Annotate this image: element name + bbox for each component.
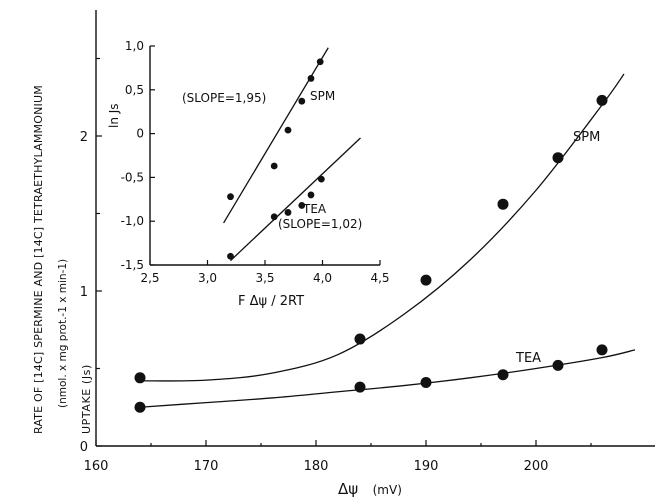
inset-x-tick-label: 3,5 <box>255 271 274 285</box>
inset-data-point-spm <box>298 97 306 105</box>
inset-series-label-spm: SPM <box>310 89 335 103</box>
inset-x-tick-label: 4,5 <box>370 271 389 285</box>
inset-data-point-spm <box>284 126 292 134</box>
data-point-spm <box>420 274 432 286</box>
inset-y-tick-label: 1,0 <box>125 39 144 53</box>
main-axes: 160 170 180 190 200 0 1 2 <box>80 10 655 474</box>
inset-y-tick-label: 0,5 <box>125 83 144 97</box>
data-point-tea <box>552 359 564 371</box>
main-curves <box>139 73 636 408</box>
fit-curve-spm <box>139 73 625 382</box>
data-point-tea <box>420 376 432 388</box>
inset-y-tick-label: -1,5 <box>121 258 144 272</box>
inset-annotation-tea: (SLOPE=1,02) <box>278 217 362 231</box>
inset-data-point-spm <box>307 75 315 82</box>
inset-x-tick-label: 4,0 <box>313 271 332 285</box>
x-tick-label: 180 <box>304 459 329 474</box>
data-point-tea <box>596 344 608 356</box>
inset-data-point-tea <box>227 252 234 260</box>
x-axis-unit: (mV) <box>373 483 402 497</box>
inset-data-point-tea <box>270 213 278 221</box>
y-tick-label: 1 <box>80 285 88 300</box>
inset-data-point-spm <box>270 162 278 170</box>
data-point-spm <box>552 152 564 164</box>
y-tick-label: 0 <box>80 440 88 455</box>
inset-y-axis-label: ln Js <box>107 103 121 128</box>
inset-y-tick-label: -1,0 <box>121 214 144 228</box>
inset-y-tick-label: 0 <box>136 127 144 141</box>
inset-data-point-spm <box>316 58 324 66</box>
x-axis-symbol: Δψ <box>338 480 358 498</box>
inset-data-point-spm <box>227 193 234 201</box>
y-axis-label-line2: (nmol. x mg prot.-1 x min-1) <box>57 259 69 408</box>
series-label-spm: SPM <box>573 130 600 145</box>
inset-annotation-spm: (SLOPE=1,95) <box>182 91 266 105</box>
data-point-tea <box>134 401 146 413</box>
series-label-tea: TEA <box>515 351 541 366</box>
inset-data-point-tea <box>298 202 306 209</box>
y-axis-label-line3: UPTAKE (Js) <box>80 364 93 434</box>
x-tick-label: 160 <box>84 459 109 474</box>
inset-data-point-tea <box>307 191 315 199</box>
main-points <box>134 94 608 413</box>
x-tick-label: 190 <box>414 459 439 474</box>
data-point-tea <box>354 381 366 393</box>
x-tick-label: 200 <box>524 459 549 474</box>
inset-points <box>227 58 325 260</box>
data-point-spm <box>596 94 608 106</box>
y-tick-label: 2 <box>80 130 88 145</box>
inset-fit-line-tea <box>230 137 361 262</box>
inset-y-tick-label: -0,5 <box>121 170 144 184</box>
y-axis-label-line1: RATE OF [14C] SPERMINE AND [14C] TETRAET… <box>32 85 45 434</box>
inset-x-tick-label: 2,5 <box>140 271 159 285</box>
data-point-tea <box>497 369 509 381</box>
inset-axes: 2,5 3,0 3,5 4,0 4,5 1,0 0,5 0 -0,5 -1,0 -1,5 <box>121 39 390 285</box>
data-point-spm <box>497 198 509 210</box>
data-point-spm <box>354 333 366 345</box>
inset-x-axis-label: F Δψ / 2RT <box>238 294 304 309</box>
fit-curve-tea <box>139 349 636 408</box>
data-point-spm <box>134 372 146 384</box>
x-axis-label: Δψ (mV) <box>338 480 402 498</box>
inset-series-label-tea: TEA <box>302 202 327 216</box>
inset-data-point-tea <box>317 175 325 183</box>
inset-x-tick-label: 3,0 <box>198 271 217 285</box>
x-tick-label: 170 <box>194 459 219 474</box>
inset-data-point-tea <box>284 209 292 216</box>
